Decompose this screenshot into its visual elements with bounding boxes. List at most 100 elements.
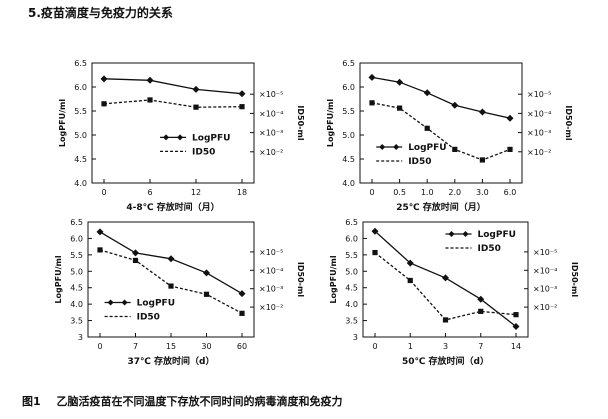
chart-panel-3: 3 3.5 4.0 4.5 5.0 5.5 6.0 6.5 ×10⁻⁵ ×10⁻⁴ ×10⁻³ ×10… [54, 218, 305, 367]
x-tick-label: 7 [133, 342, 138, 351]
data-point-logpfu [146, 76, 154, 84]
data-point-logpfu [203, 269, 210, 277]
series-line-id50 [371, 102, 511, 161]
x-tick-label: 3 [443, 342, 448, 351]
data-point-id50 [203, 291, 210, 297]
data-point-id50 [452, 146, 458, 152]
legend-marker-logpfu [107, 299, 114, 306]
data-point-logpfu [423, 89, 431, 97]
y2-tick-label: ×10⁻⁴ [527, 109, 551, 118]
y2-tick-label: ×10⁻² [533, 303, 557, 312]
x-tick-label: 6 [147, 188, 152, 197]
legend-marker-logpfu [121, 299, 128, 306]
data-point-id50 [132, 257, 139, 264]
plot-frame [91, 62, 255, 184]
data-point-id50 [147, 97, 153, 103]
data-point-logpfu [100, 75, 108, 83]
x-tick-label: 14 [511, 342, 521, 351]
data-point-logpfu [132, 249, 139, 257]
y-tick-label: 6.5 [70, 218, 83, 227]
y-tick-label: 4.5 [342, 155, 355, 164]
data-point-logpfu [451, 101, 459, 109]
legend-marker-logpfu [379, 144, 386, 150]
legend-label-logpfu: LogPFU [408, 143, 446, 153]
x-tick-label: 0 [369, 188, 374, 197]
data-point-logpfu [368, 73, 376, 81]
data-point-logpfu [477, 295, 485, 303]
data-point-id50 [97, 247, 103, 253]
data-point-id50 [478, 308, 484, 314]
data-point-logpfu [167, 255, 175, 263]
legend-label-logpfu: LogPFU [478, 230, 516, 240]
data-point-logpfu [238, 90, 246, 98]
y2-axis-label: ID50-ml [570, 262, 579, 297]
y2-tick-label: ×10⁻² [259, 303, 283, 312]
legend-marker-logpfu [177, 134, 184, 141]
legend-label-id50: ID50 [137, 313, 160, 323]
x-tick-label: 0 [97, 342, 102, 351]
x-axis-label: 50℃ 存放时间（d） [402, 355, 489, 367]
chart-panel-1: 4.0 4.5 5.0 5.5 6.0 6.5 ×10⁻⁵ ×10⁻⁴ ×10⁻³ ×10⁻² 0 6… [58, 59, 305, 213]
data-point-logpfu [192, 85, 200, 93]
y2-tick-label: ×10⁻⁵ [259, 248, 283, 257]
data-point-id50 [369, 100, 375, 106]
data-point-id50 [507, 146, 513, 152]
y-tick-label: 3 [78, 333, 83, 342]
y-tick-label: 4.0 [345, 300, 358, 309]
legend-label-id50: ID50 [408, 157, 431, 167]
y-tick-label: 5.0 [74, 131, 87, 140]
chart-panel-4: 3 3.5 4.0 4.5 5.0 5.5 6.0 6.5 ×10⁻⁵ ×10⁻⁴ ×10⁻³ ×10… [329, 218, 579, 367]
x-tick-label: 6.0 [504, 188, 517, 197]
y-tick-label: 5.5 [342, 107, 355, 116]
series-line-logpfu [371, 76, 511, 119]
x-tick-label: 3.0 [476, 188, 489, 197]
y-tick-label: 4.0 [342, 179, 355, 188]
y-tick-label: 4.0 [70, 300, 83, 309]
y-tick-label: 5.0 [70, 267, 83, 276]
x-tick-label: 12 [191, 188, 201, 197]
y2-tick-label: ×10⁻⁵ [533, 248, 557, 257]
data-point-logpfu [512, 322, 520, 330]
x-tick-label: 1 [408, 342, 413, 351]
y-tick-label: 4.0 [74, 179, 87, 188]
x-tick-label: 60 [237, 342, 247, 351]
data-point-logpfu [406, 259, 414, 267]
y-tick-label: 6.0 [345, 234, 358, 243]
x-tick-label: 15 [166, 342, 176, 351]
legend-marker-logpfu [462, 231, 469, 237]
y-axis-label: LogPFU/ml [54, 255, 63, 303]
plot-frame [359, 62, 523, 184]
data-point-id50 [101, 101, 107, 107]
y2-tick-label: ×10⁻³ [259, 129, 283, 138]
x-tick-label: 30 [201, 342, 211, 351]
data-point-logpfu [506, 114, 514, 122]
x-axis-label: 37℃ 存放时间（d） [128, 355, 215, 367]
data-point-id50 [193, 104, 199, 110]
data-point-id50 [479, 157, 485, 163]
data-point-id50 [424, 125, 430, 131]
data-point-id50 [239, 104, 245, 110]
data-point-id50 [239, 310, 245, 316]
x-tick-label: 7 [478, 342, 483, 351]
legend-marker-logpfu [393, 144, 400, 150]
y-tick-label: 3.5 [345, 317, 358, 326]
y-tick-label: 6.5 [342, 59, 355, 68]
x-tick-label: 2.0 [448, 188, 461, 197]
y-tick-label: 4.5 [70, 284, 83, 293]
y-tick-label: 6.0 [70, 234, 83, 243]
y2-tick-label: ×10⁻⁵ [527, 90, 551, 99]
x-tick-label: 0 [101, 188, 106, 197]
y2-tick-label: ×10⁻³ [533, 285, 557, 294]
legend-label-logpfu: LogPFU [192, 133, 230, 143]
y-axis-label: LogPFU/ml [326, 99, 335, 147]
y-tick-label: 5.5 [74, 107, 87, 116]
y-tick-label: 6.0 [342, 83, 355, 92]
data-point-logpfu [371, 227, 379, 235]
data-point-id50 [442, 317, 449, 323]
y2-tick-label: ×10⁻⁴ [533, 266, 557, 275]
y-tick-label: 5.5 [345, 251, 358, 260]
data-point-id50 [168, 283, 174, 289]
x-axis-label: 25℃ 存放时间（月） [396, 201, 486, 213]
y2-tick-label: ×10⁻² [259, 148, 283, 157]
x-tick-label: 18 [237, 188, 247, 197]
